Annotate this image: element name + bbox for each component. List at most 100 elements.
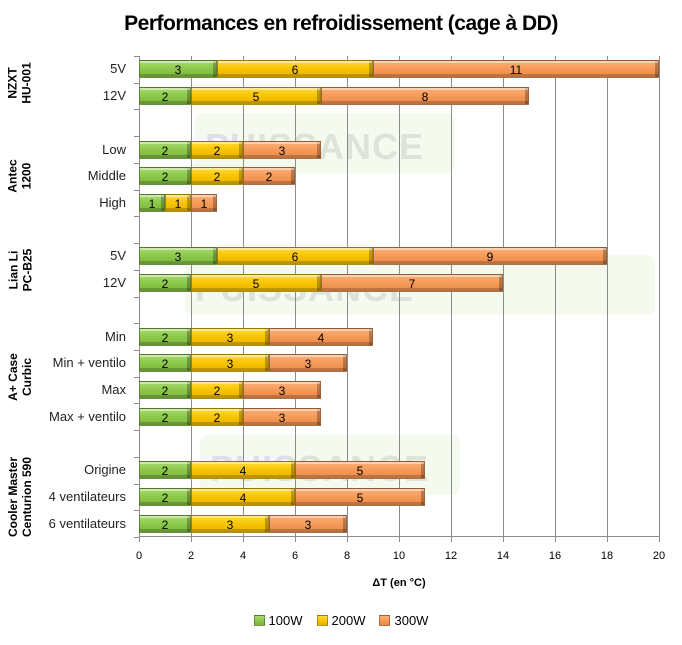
group-label: NZXT HU-001	[0, 56, 40, 109]
x-tick	[191, 537, 192, 542]
bar-segment-300w: 3	[243, 140, 321, 159]
legend-swatch-icon	[316, 615, 328, 626]
y-tick	[134, 136, 139, 138]
bar-segment-300w: 7	[321, 274, 503, 293]
legend-item: 300W	[379, 613, 428, 628]
category-label: Min + ventilo	[52, 355, 126, 371]
x-tick-label: 12	[444, 550, 458, 562]
y-tick	[134, 109, 139, 111]
y-tick	[134, 349, 139, 351]
plot-area: 3 6 11 2 5 8 2 2 3 2 2 2 1 1 1 3 6 9 2 5 7 2 3 4 2 3 3 2 2 3 2 2 3 2 4 5 2 4 5…	[134, 56, 660, 542]
category-label: Low	[102, 141, 126, 157]
x-tick	[659, 537, 660, 542]
bar-segment-100w: 3	[139, 60, 217, 79]
y-tick	[134, 537, 139, 538]
category-label: Min	[105, 328, 126, 344]
gridline	[295, 56, 296, 537]
bar-segment-100w: 2	[139, 327, 191, 346]
legend-label: 200W	[331, 613, 366, 628]
y-tick	[134, 403, 139, 405]
group-label: A+ Case Curbic	[0, 323, 40, 430]
bar-segment-100w: 2	[139, 461, 191, 480]
y-tick	[134, 189, 139, 191]
group-label-text: Lian Li PC-B25	[6, 248, 34, 292]
bar-segment-300w: 3	[243, 407, 321, 426]
bar-segment-100w: 2	[139, 514, 191, 533]
bar-segment-300w: 1	[191, 193, 217, 212]
bar-segment-200w: 5	[191, 87, 321, 106]
group-label-text: Antec 1200	[6, 159, 34, 193]
legend-item: 200W	[316, 613, 366, 628]
y-tick	[134, 82, 139, 84]
y-tick	[134, 243, 139, 245]
y-tick	[134, 216, 139, 218]
y-tick	[134, 376, 139, 378]
bar-segment-200w: 3	[191, 354, 269, 373]
gridline	[607, 56, 608, 537]
category-label: 12V	[102, 275, 126, 291]
category-label: 4 ventilateurs	[48, 488, 126, 504]
group-label: Lian Li PC-B25	[0, 243, 40, 296]
x-tick-label: 2	[187, 550, 195, 562]
gridline	[451, 56, 452, 537]
bar-segment-200w: 4	[191, 461, 295, 480]
x-tick-label: 0	[135, 550, 143, 562]
gridline	[191, 56, 192, 537]
x-tick-label: 8	[343, 550, 351, 562]
x-tick-label: 20	[652, 550, 666, 562]
bar-segment-300w: 5	[295, 487, 425, 506]
bar-segment-100w: 2	[139, 381, 191, 400]
bar-segment-300w: 5	[295, 461, 425, 480]
y-axis	[139, 56, 140, 537]
x-tick	[399, 537, 400, 542]
bar-segment-300w: 4	[269, 327, 373, 346]
category-label: High	[99, 194, 126, 210]
x-tick	[347, 537, 348, 542]
x-tick-label: 6	[291, 550, 299, 562]
bar-segment-200w: 3	[191, 514, 269, 533]
bar-segment-100w: 2	[139, 407, 191, 426]
bar-segment-300w: 11	[373, 60, 659, 79]
bar-segment-100w: 2	[139, 487, 191, 506]
bar-segment-100w: 3	[139, 247, 217, 266]
legend-label: 300W	[394, 613, 429, 628]
x-tick-label: 18	[600, 550, 614, 562]
legend-label: 100W	[268, 613, 303, 628]
group-label-text: Cooler Master Centurion 590	[6, 456, 34, 537]
gridline	[555, 56, 556, 537]
bar-segment-100w: 2	[139, 87, 191, 106]
gridline	[399, 56, 400, 537]
x-tick-label: 4	[239, 550, 247, 562]
bar-segment-300w: 3	[269, 354, 347, 373]
category-label: Max + ventilo	[49, 408, 126, 424]
bar-segment-200w: 6	[217, 247, 373, 266]
bar-segment-100w: 2	[139, 274, 191, 293]
bar-segment-300w: 9	[373, 247, 607, 266]
bar-segment-200w: 3	[191, 327, 269, 346]
bar-segment-200w: 2	[191, 407, 243, 426]
legend-swatch-icon	[379, 615, 391, 626]
y-tick	[134, 56, 139, 57]
x-tick-label: 16	[548, 550, 562, 562]
category-label: Origine	[84, 462, 126, 478]
gridline	[503, 56, 504, 537]
bar-segment-200w: 2	[191, 381, 243, 400]
category-label: 5V	[110, 248, 126, 264]
gridline	[659, 56, 660, 537]
x-tick-label: 10	[392, 550, 406, 562]
bar-segment-300w: 3	[243, 381, 321, 400]
legend-swatch-icon	[253, 615, 265, 626]
bar-segment-200w: 4	[191, 487, 295, 506]
x-tick-label: 14	[496, 550, 510, 562]
bar-segment-100w: 1	[139, 193, 165, 212]
x-tick	[451, 537, 452, 542]
bar-segment-200w: 2	[191, 140, 243, 159]
bar-segment-300w: 2	[243, 167, 295, 186]
bar-segment-300w: 8	[321, 87, 529, 106]
bar-segment-200w: 2	[191, 167, 243, 186]
y-tick	[134, 430, 139, 432]
bar-segment-100w: 2	[139, 167, 191, 186]
legend-item: 100W	[253, 613, 303, 628]
x-tick	[243, 537, 244, 542]
bar-segment-200w: 1	[165, 193, 191, 212]
